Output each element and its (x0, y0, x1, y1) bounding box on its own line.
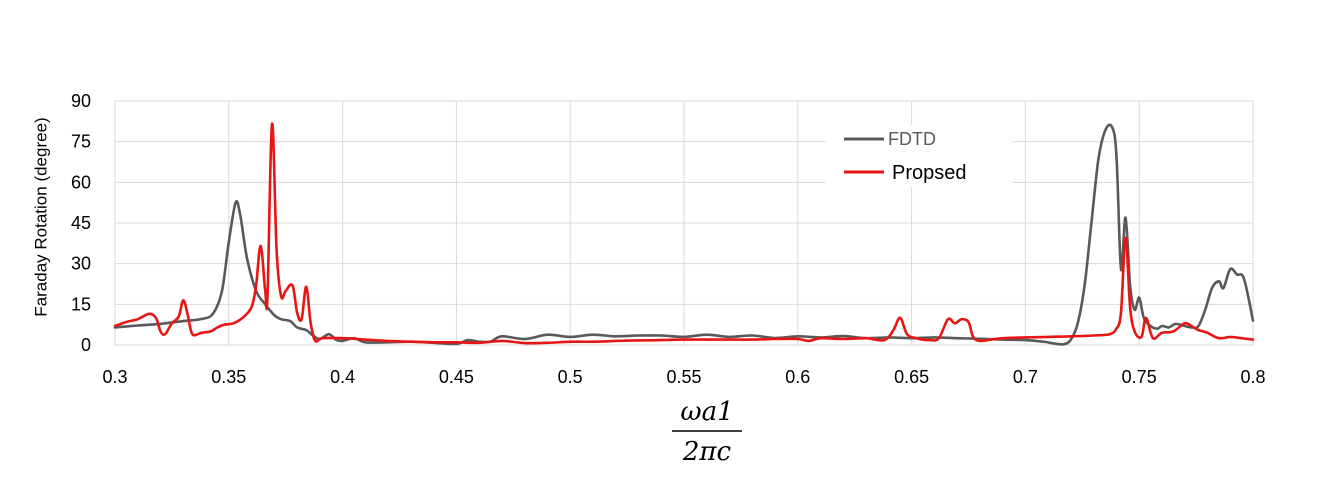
y-tick-label-6: 90 (71, 91, 91, 111)
y-tick-label-0: 0 (81, 335, 91, 355)
y-tick-label-3: 45 (71, 213, 91, 233)
x-tick-label-7: 0.65 (894, 367, 929, 387)
x-axis-label: ωa1 2πc (672, 397, 742, 467)
series-lines (113, 122, 1255, 346)
x-axis-label-numerator: ωa1 (680, 397, 733, 427)
legend-box (826, 125, 1012, 187)
x-tick-label-4: 0.5 (558, 367, 583, 387)
x-tick-label-1: 0.35 (211, 367, 246, 387)
x-tick-label-3: 0.45 (439, 367, 474, 387)
y-tick-labels: 0 15 30 45 60 75 90 (71, 91, 91, 355)
x-tick-label-0: 0.3 (102, 367, 127, 387)
y-tick-label-2: 30 (71, 254, 91, 274)
x-tick-labels: 0.3 0.35 0.4 0.45 0.5 0.55 0.6 0.65 0.7 0.75 0.8 (102, 367, 1265, 387)
x-tick-label-9: 0.75 (1122, 367, 1157, 387)
x-tick-label-10: 0.8 (1240, 367, 1265, 387)
y-tick-label-1: 15 (71, 294, 91, 314)
x-tick-label-5: 0.55 (666, 367, 701, 387)
y-tick-label-5: 75 (71, 132, 91, 152)
legend: FDTD Propsed (826, 125, 1012, 187)
legend-label-fdtd: FDTD (888, 129, 936, 149)
x-axis-label-denominator: 2πc (682, 437, 732, 467)
y-axis-label: Faraday Rotation (degree) (31, 117, 50, 316)
x-tick-label-8: 0.7 (1013, 367, 1038, 387)
y-tick-label-4: 60 (71, 172, 91, 192)
x-tick-label-6: 0.6 (785, 367, 810, 387)
grid-lines (114, 100, 1254, 346)
x-tick-label-2: 0.4 (330, 367, 355, 387)
series-line-propsed (113, 122, 1255, 345)
legend-label-propsed: Propsed (892, 162, 967, 184)
